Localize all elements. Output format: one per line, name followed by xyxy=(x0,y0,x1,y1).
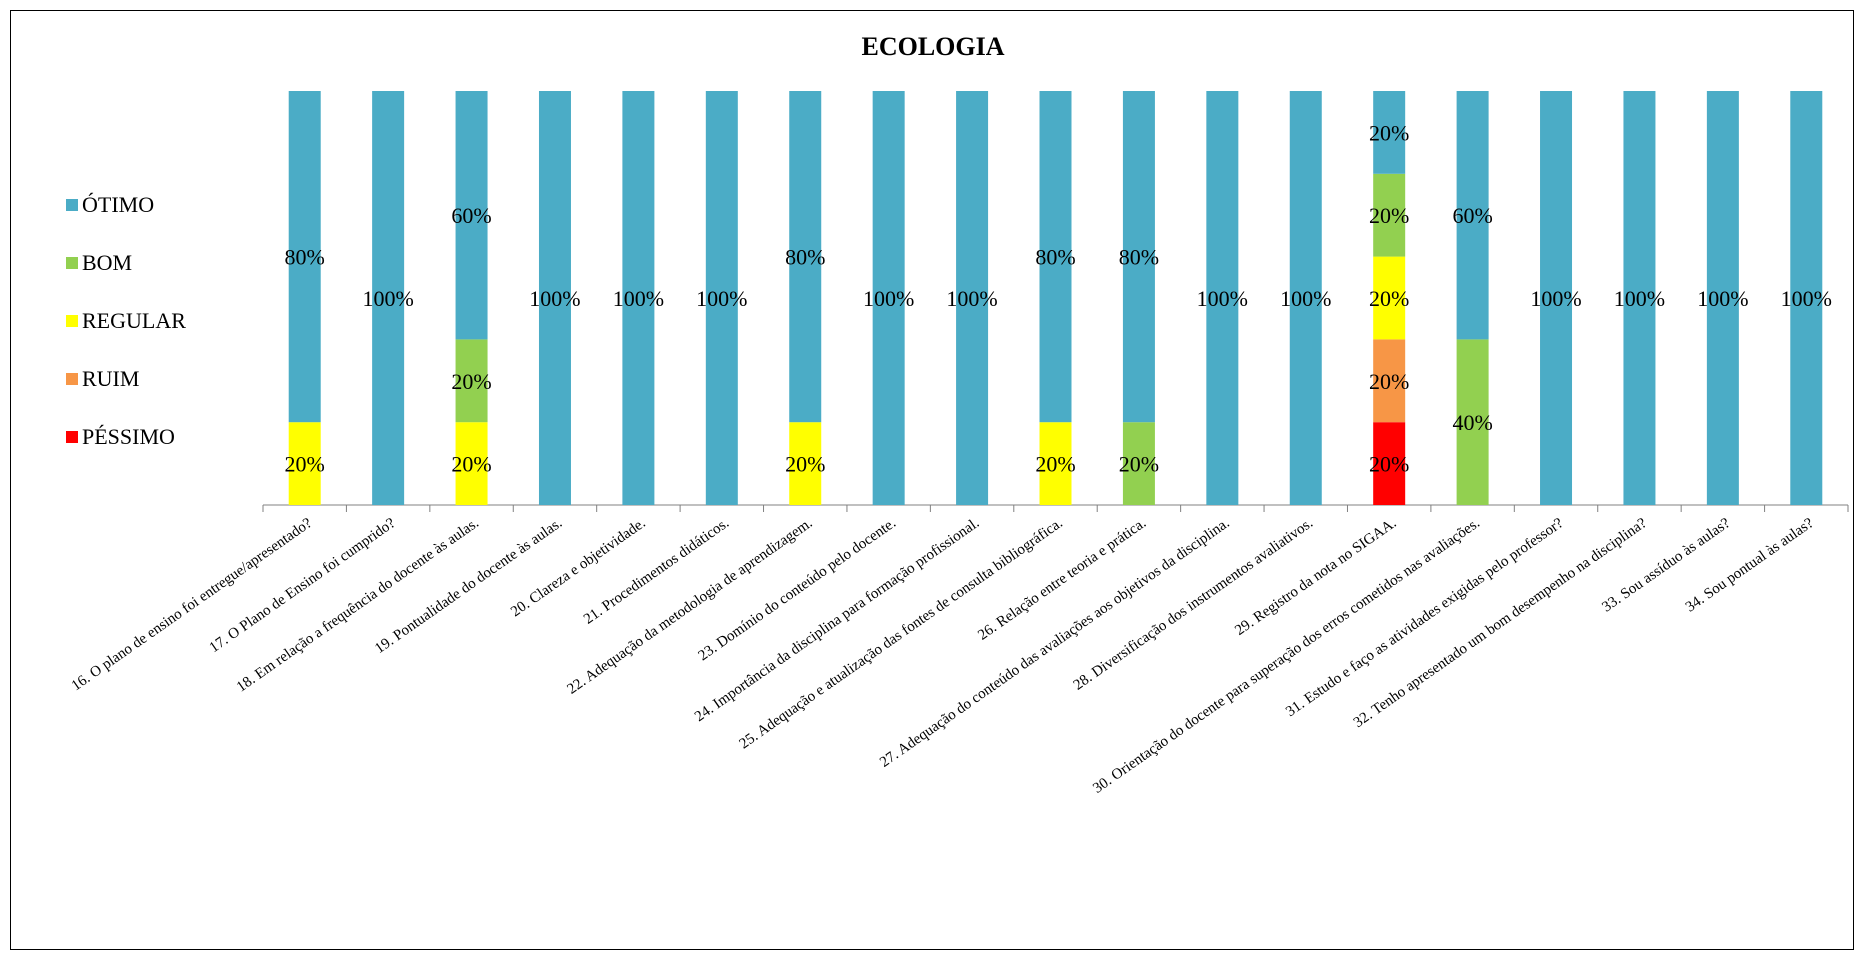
category-label: 20. Clareza e objetividade. xyxy=(508,515,649,620)
bar-segment xyxy=(288,422,321,505)
bar-segment xyxy=(705,91,738,505)
bar-segment xyxy=(1373,91,1406,174)
bar-segment xyxy=(872,91,905,505)
legend-swatch-bom xyxy=(66,257,78,269)
bar-segment xyxy=(1456,339,1489,505)
data-label: 100% xyxy=(696,286,747,311)
bar-segment xyxy=(1122,91,1155,423)
data-label: 20% xyxy=(1369,369,1409,394)
legend-item-ruim: RUIM xyxy=(66,350,186,408)
data-label: 100% xyxy=(1280,286,1331,311)
bar-segment xyxy=(1122,422,1155,505)
category-label: 26. Relação entre teoria e prática. xyxy=(975,515,1149,643)
legend: ÓTIMO BOM REGULAR RUIM PÉSSIMO xyxy=(66,176,186,466)
category-label: 30. Orientação do docente para superação… xyxy=(1090,515,1483,797)
data-label: 100% xyxy=(1614,286,1665,311)
legend-item-regular: REGULAR xyxy=(66,292,186,350)
legend-swatch-otimo xyxy=(66,199,78,211)
data-label: 80% xyxy=(285,245,325,270)
legend-label-bom: BOM xyxy=(82,250,133,275)
data-label: 80% xyxy=(785,245,825,270)
data-label: 80% xyxy=(1035,245,1075,270)
bar-segment xyxy=(1456,91,1489,340)
data-label: 20% xyxy=(1369,452,1409,477)
data-label: 20% xyxy=(1035,452,1075,477)
legend-label-regular: REGULAR xyxy=(82,308,186,333)
bar-segment xyxy=(1206,91,1239,505)
bar-segment xyxy=(1289,91,1322,505)
bar-segment xyxy=(1373,422,1406,505)
data-label: 100% xyxy=(1197,286,1248,311)
bar-segment xyxy=(622,91,655,505)
category-label: 31. Estudo e faço as atividades exigidas… xyxy=(1283,515,1566,720)
legend-swatch-pessimo xyxy=(66,431,78,443)
data-label: 60% xyxy=(1452,203,1492,228)
data-label: 40% xyxy=(1452,410,1492,435)
bar-segment xyxy=(455,422,488,505)
legend-label-pessimo: PÉSSIMO xyxy=(82,424,175,449)
data-label: 100% xyxy=(863,286,914,311)
data-label: 20% xyxy=(451,369,491,394)
bar-segment xyxy=(1373,173,1406,257)
legend-swatch-ruim xyxy=(66,373,78,385)
data-label: 100% xyxy=(1697,286,1748,311)
data-label: 20% xyxy=(1369,120,1409,145)
bar-segment xyxy=(1039,91,1072,423)
bar-segment xyxy=(1373,339,1406,423)
category-label: 24. Importância da disciplina para forma… xyxy=(692,515,982,725)
bar-segment xyxy=(1706,91,1739,505)
legend-swatch-regular xyxy=(66,315,78,327)
bar-segment xyxy=(1540,91,1573,505)
bar-segment xyxy=(1790,91,1823,505)
legend-item-pessimo: PÉSSIMO xyxy=(66,408,186,466)
bar-segment xyxy=(288,91,321,423)
category-label: 29. Registro da nota no SIGAA. xyxy=(1232,515,1399,639)
legend-item-otimo: ÓTIMO xyxy=(66,176,186,234)
chart-frame xyxy=(10,10,1854,950)
category-label: 25. Adequação e atualização das fontes d… xyxy=(737,515,1066,752)
bar-segment xyxy=(372,91,405,505)
data-label: 100% xyxy=(1781,286,1832,311)
bar-segment xyxy=(455,339,488,423)
data-label: 60% xyxy=(451,203,491,228)
data-label: 20% xyxy=(451,452,491,477)
data-label: 100% xyxy=(946,286,997,311)
chart-title: ECOLOGIA xyxy=(861,32,1005,61)
data-label: 20% xyxy=(785,452,825,477)
data-label: 20% xyxy=(1119,452,1159,477)
legend-item-bom: BOM xyxy=(66,234,186,292)
bar-segment xyxy=(455,91,488,340)
data-label: 20% xyxy=(1369,203,1409,228)
legend-label-ruim: RUIM xyxy=(82,366,140,391)
category-label: 21. Procedimentos didáticos. xyxy=(581,515,732,628)
data-label: 100% xyxy=(1530,286,1581,311)
category-label: 32. Tenho apresentado um bom desempenho … xyxy=(1351,515,1650,731)
bar-segment xyxy=(1039,422,1072,505)
bar-segment xyxy=(1623,91,1656,505)
bar-segment xyxy=(538,91,571,505)
bar-segment xyxy=(1373,256,1406,340)
bar-segment xyxy=(956,91,989,505)
data-label: 20% xyxy=(285,452,325,477)
bar-segment xyxy=(789,91,822,423)
bar-segment xyxy=(789,422,822,505)
legend-label-otimo: ÓTIMO xyxy=(82,192,155,217)
data-label: 100% xyxy=(362,286,413,311)
data-label: 20% xyxy=(1369,286,1409,311)
data-label: 80% xyxy=(1119,245,1159,270)
data-label: 100% xyxy=(529,286,580,311)
data-label: 100% xyxy=(613,286,664,311)
